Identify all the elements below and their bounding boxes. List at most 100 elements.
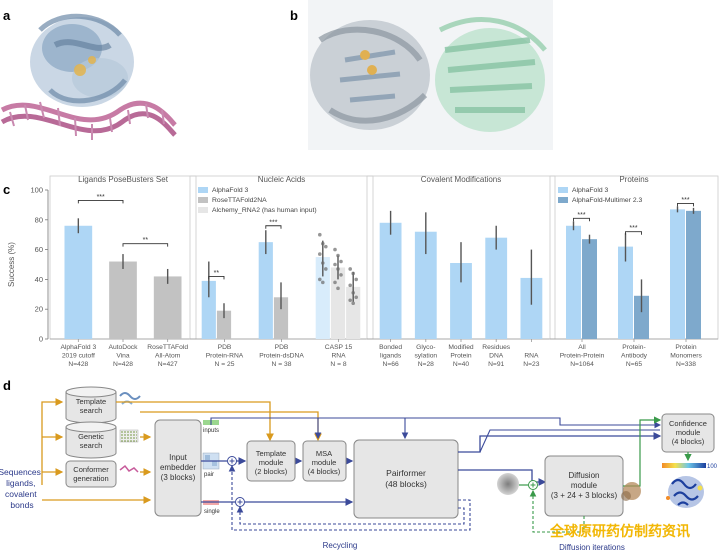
data-point	[354, 295, 359, 300]
x-tick-label: Protein	[675, 344, 696, 351]
recycling-single-loop	[236, 505, 465, 525]
data-point	[348, 267, 353, 271]
bar	[64, 225, 93, 339]
arrow-to-template-search	[41, 398, 64, 485]
svg-text:single: single	[204, 509, 220, 515]
significance-bracket	[625, 231, 642, 235]
x-tick-label: 2019 cutoff	[62, 353, 95, 360]
single-add-icon	[235, 497, 245, 507]
y-tick-label: 40	[35, 275, 43, 284]
bar	[414, 231, 437, 339]
x-tick-label: N=66	[383, 361, 399, 368]
legend-label: AlphaFold 3	[572, 187, 608, 194]
data-point	[318, 252, 322, 256]
panel-b-label: b	[290, 8, 298, 23]
legend-swatch	[198, 207, 208, 213]
x-tick-label: Residues	[482, 344, 511, 351]
bar	[330, 267, 346, 339]
x-tick-label: CASP 15	[325, 344, 353, 351]
significance-bracket	[208, 275, 225, 280]
conformer-generation-box: Conformer generation	[65, 460, 117, 488]
x-tick-label: N=40	[453, 361, 469, 368]
protein-structure-image-a	[0, 13, 177, 140]
x-tick-label: PDB	[275, 344, 289, 351]
confidence-color-scale	[662, 463, 706, 468]
data-point	[318, 232, 322, 237]
significance-bracket	[77, 199, 124, 204]
legend-label: Alchemy_RNA2 (has human input)	[212, 207, 317, 214]
bar	[634, 295, 649, 339]
diffusion-module-box: Diffusion module (3 + 24 + 3 blocks)	[544, 455, 624, 517]
chart-title: Nucleic Acids	[258, 175, 306, 184]
x-tick-label: Antibody	[621, 353, 648, 360]
significance-bracket-label: ***	[629, 225, 637, 232]
x-tick-label: N=1064	[570, 361, 594, 368]
data-point	[354, 277, 359, 282]
svg-text:Pairformer(48 blocks): Pairformer (48 blocks)	[385, 468, 427, 489]
bar	[153, 276, 182, 339]
bar	[582, 239, 597, 339]
data-point	[339, 259, 343, 264]
confidence-module-box: Confidence module (4 blocks)	[661, 413, 715, 453]
x-tick-label: Bonded	[379, 344, 402, 351]
bar	[379, 222, 402, 339]
panel-d: d Sequences, ligands, covalent bonds Tem…	[0, 378, 718, 552]
data-point	[348, 283, 353, 288]
panel-b: b	[290, 0, 553, 150]
x-tick-label: DNA	[489, 353, 504, 360]
bar	[450, 263, 472, 339]
legend-label: RoseTTAFold2NA	[212, 197, 267, 204]
noise-cloud-icon	[497, 473, 519, 495]
data-point	[336, 286, 340, 291]
x-tick-label: Protein-dsDNA	[259, 353, 304, 360]
predicted-structure-icon	[666, 476, 704, 508]
x-tick-label: N=338	[676, 361, 696, 368]
recycling-pair-loop	[228, 464, 471, 531]
coarse-structure-icon	[621, 482, 641, 501]
bar	[216, 310, 232, 339]
data-point	[333, 247, 337, 252]
x-tick-label: N=428	[113, 361, 133, 368]
legend-swatch	[558, 187, 568, 193]
x-tick-label: ligands	[380, 353, 402, 360]
x-tick-label: N=427	[158, 361, 178, 368]
bar	[258, 242, 273, 339]
panel-d-label: d	[3, 378, 11, 393]
diffusion-iterations-label: Diffusion iterations	[559, 543, 625, 552]
msa-thumbnail-icon	[119, 429, 139, 443]
x-tick-label: N=28	[418, 361, 434, 368]
legend-label: AlphaFold 3	[212, 187, 248, 194]
bar	[686, 210, 701, 339]
data-point	[333, 262, 337, 267]
panel-a-label: a	[3, 8, 11, 23]
x-tick-label: N = 38	[272, 361, 292, 368]
svg-text:inputs: inputs	[203, 428, 219, 434]
panel-a: a	[0, 8, 177, 140]
bar	[520, 277, 543, 339]
arrow-inputs-to-pairformer-top	[210, 417, 409, 440]
recycling-label: Recycling	[323, 541, 358, 550]
data-point	[333, 280, 337, 285]
pair-add-icon	[227, 456, 237, 466]
x-tick-label: Vina	[116, 353, 130, 360]
y-tick-label: 60	[35, 245, 43, 254]
charts-group: 0 20 40 60 80 100 Success (%) Ligands PoseBuste…	[7, 175, 719, 368]
genetic-search-cylinder: Genetic search	[65, 421, 117, 459]
msa-module-box: MSA module (4 blocks)	[302, 440, 347, 482]
bar	[618, 246, 633, 339]
x-tick-label: AlphaFold 3	[60, 344, 96, 351]
protein-structure-image-b	[308, 0, 553, 150]
x-tick-label: RoseTTAFold	[147, 344, 188, 351]
panel-c-label: c	[3, 182, 10, 197]
x-tick-label: Protein-	[622, 344, 645, 351]
conformer-thumbnail-icon	[119, 464, 139, 473]
data-point	[348, 298, 353, 303]
data-point	[336, 267, 340, 271]
legend-swatch	[198, 197, 208, 203]
